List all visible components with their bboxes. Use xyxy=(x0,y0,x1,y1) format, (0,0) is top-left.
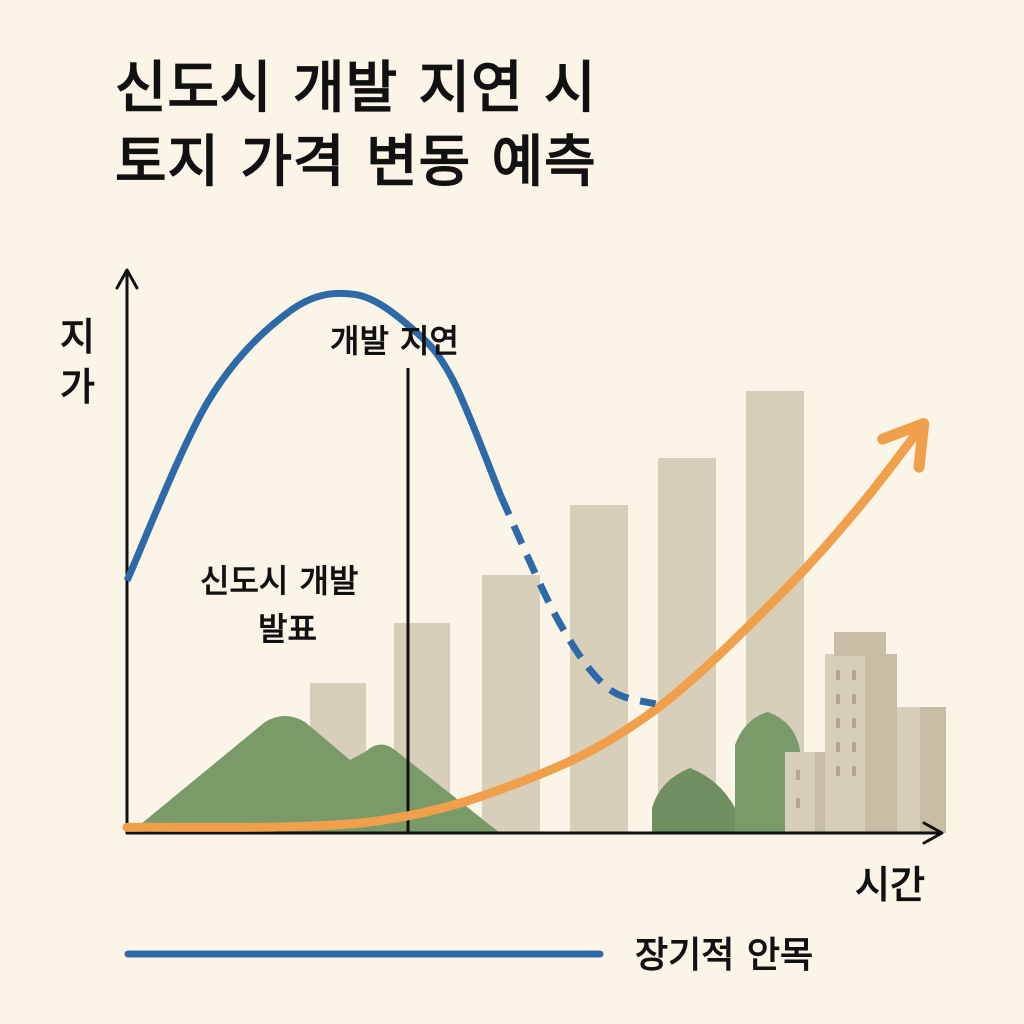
city-building xyxy=(834,632,886,656)
building-bar xyxy=(570,505,628,833)
annotation-delay: 개발 지연 xyxy=(330,322,459,360)
tree-shape xyxy=(735,712,800,833)
x-axis-label: 시간 xyxy=(855,863,925,907)
series-line-orange xyxy=(122,418,929,832)
series-layer xyxy=(122,289,930,832)
x-axis-arrow xyxy=(922,821,944,845)
annotation-announce-line2: 발표 xyxy=(258,610,317,648)
building-windows xyxy=(796,670,856,808)
chart-title: 신도시 개발 지연 시 토지 가격 변동 예측 xyxy=(115,52,597,200)
city-building xyxy=(920,707,946,833)
chart-title-line2: 토지 가격 변동 예측 xyxy=(115,130,597,195)
y-axis-label-char-2: 가 xyxy=(60,365,95,409)
y-axis-arrow xyxy=(115,268,139,290)
series-line-blue-dashed xyxy=(497,494,657,708)
city-building xyxy=(865,654,897,833)
legend-label: 장기적 안목 xyxy=(635,935,813,976)
annotation-announce-line1: 신도시 개발 xyxy=(200,562,358,600)
background-scenery xyxy=(130,391,946,833)
chart-title-line1: 신도시 개발 지연 시 xyxy=(115,56,597,121)
series-line-blue-solid xyxy=(123,289,505,582)
series-arrowhead-orange xyxy=(877,417,930,473)
axes xyxy=(115,268,944,845)
tree-shape xyxy=(652,768,735,833)
y-axis-label-char-1: 지 xyxy=(60,315,95,359)
